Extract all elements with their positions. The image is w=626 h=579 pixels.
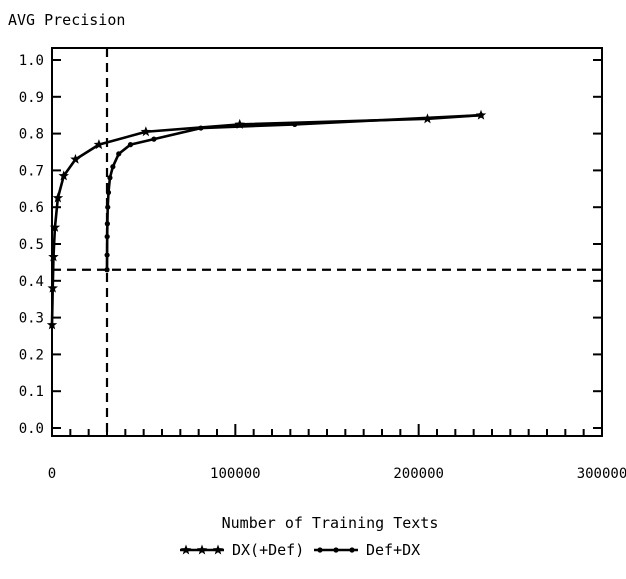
legend-sample-dx-def (180, 544, 224, 555)
data-point (127, 142, 134, 148)
series-1 (104, 112, 484, 273)
data-point (198, 125, 204, 131)
data-point (140, 126, 152, 137)
legend: DX(+Def) Def+DX (180, 541, 420, 559)
data-point (116, 151, 122, 157)
data-point (104, 234, 110, 240)
data-point (70, 153, 81, 164)
y-tick-label: 0.2 (19, 347, 44, 363)
y-tick-label: 0.9 (19, 90, 44, 106)
legend-marker (317, 547, 323, 553)
data-point (48, 251, 59, 262)
y-axis-title: AVG Precision (8, 11, 125, 29)
legend-marker (212, 544, 224, 555)
data-point (105, 204, 111, 210)
data-point (292, 121, 298, 127)
data-point (478, 112, 484, 118)
data-point (46, 319, 58, 330)
y-tick-label: 0.1 (19, 384, 44, 400)
data-point (52, 192, 64, 203)
legend-marker (349, 547, 355, 553)
legend-label-def-dx: Def+DX (366, 541, 420, 559)
y-tick-label: 0.3 (19, 311, 44, 327)
y-axis: 0.0 0.1 0.2 0.3 0.4 0.5 0.6 0.7 0.8 0.9 1.0 (19, 53, 602, 437)
series-line (50, 113, 482, 325)
x-tick-label: 300000 (577, 466, 626, 482)
y-tick-label: 0.4 (19, 274, 44, 290)
data-point (107, 175, 113, 181)
plot-frame (51, 47, 603, 437)
x-tick-label: 100000 (210, 466, 261, 482)
data-point (58, 170, 69, 181)
legend-marker (180, 544, 192, 555)
data-point (47, 282, 58, 293)
y-tick-label: 1.0 (19, 53, 44, 69)
legend-label-dx-def: DX(+Def) (232, 541, 304, 559)
data-point (151, 136, 157, 142)
data-point (49, 221, 61, 232)
legend-item-dx-def: DX(+Def) (180, 541, 304, 559)
y-tick-label: 0.5 (19, 237, 44, 253)
y-tick-label: 0.0 (19, 421, 44, 437)
data-point (104, 221, 110, 227)
y-tick-label: 0.6 (19, 200, 44, 216)
series-layer (46, 109, 487, 330)
y-tick-label: 0.8 (19, 127, 44, 143)
x-axis-title: Number of Training Texts (222, 514, 439, 532)
series-0 (46, 109, 487, 330)
data-point (234, 118, 245, 129)
data-point (110, 164, 116, 170)
legend-item-def-dx: Def+DX (314, 541, 420, 559)
data-point (104, 252, 110, 258)
x-axis: 0 100000 200000 300000 (48, 424, 626, 482)
data-point (93, 139, 105, 150)
reference-lines (52, 48, 602, 436)
data-point (105, 189, 112, 196)
legend-marker (196, 544, 208, 555)
y-tick-label: 0.7 (19, 163, 44, 179)
series-line (105, 113, 482, 270)
data-point (104, 267, 110, 273)
legend-marker (333, 547, 339, 553)
legend-sample-def-dx (314, 547, 358, 553)
x-tick-label: 0 (48, 466, 56, 482)
x-tick-label: 200000 (393, 466, 444, 482)
